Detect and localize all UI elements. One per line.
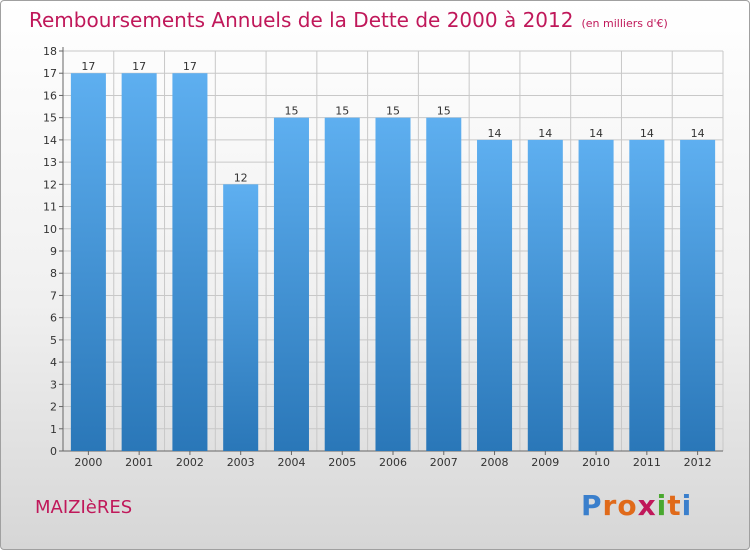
bar-2001 [121,73,157,451]
bar-2000 [70,73,106,451]
y-tick-label: 16 [43,89,57,102]
y-tick-label: 14 [43,134,57,147]
x-tick-label: 2005 [328,456,356,469]
x-tick-label: 2009 [531,456,559,469]
x-tick-label: 2011 [633,456,661,469]
logo-letter: i [681,489,693,522]
proxiti-logo[interactable]: Proxiti [581,489,692,522]
bar-2003 [223,184,259,452]
y-tick-label: 5 [50,334,57,347]
y-tick-label: 3 [50,378,57,391]
y-tick-label: 8 [50,267,57,280]
logo-letter: r [602,489,618,522]
x-tick-label: 2002 [176,456,204,469]
bar-2007 [426,117,462,452]
y-tick-label: 7 [50,289,57,302]
y-tick-label: 17 [43,67,57,80]
data-label: 14 [589,127,603,140]
y-tick-label: 13 [43,156,57,169]
y-tick-label: 12 [43,178,57,191]
y-tick-label: 6 [50,312,57,325]
data-label: 14 [488,127,502,140]
data-label: 12 [234,171,248,184]
x-tick-label: 2003 [227,456,255,469]
x-tick-label: 2000 [74,456,102,469]
y-tick-label: 10 [43,223,57,236]
labels: 17 2000 17 2001 17 2002 12 2003 15 2004 15 2005 15 20… [74,60,711,469]
bar-2008 [477,139,513,451]
x-tick-label: 2004 [277,456,305,469]
data-label: 14 [640,127,654,140]
data-label: 17 [81,60,95,73]
chart-subtitle: (en milliers d'€) [581,17,668,30]
x-tick-label: 2006 [379,456,407,469]
data-label: 15 [437,105,451,118]
commune-name: MAIZIèRES [35,497,133,518]
data-label: 17 [132,60,146,73]
y-tick-label: 15 [43,112,57,125]
logo-letter: t [667,489,682,522]
y-tick-label: 18 [43,45,57,58]
bar-2009 [527,139,563,451]
data-label: 14 [691,127,705,140]
x-tick-label: 2007 [430,456,458,469]
bar-2006 [375,117,411,452]
bar-2011 [629,139,665,451]
x-tick-label: 2010 [582,456,610,469]
y-tick-label: 4 [50,356,57,369]
chart-title: Remboursements Annuels de la Dette de 20… [29,8,668,32]
data-label: 15 [284,105,298,118]
y-tick-label: 9 [50,245,57,258]
bar-2002 [172,73,208,451]
y-tick-label: 1 [50,423,57,436]
bar-2010 [578,139,614,451]
logo-letter: P [581,489,603,522]
y-tick-label: 0 [50,445,57,458]
data-label: 15 [335,105,349,118]
bar-2004 [273,117,309,452]
data-label: 15 [386,105,400,118]
data-label: 17 [183,60,197,73]
y-tick-label: 2 [50,401,57,414]
logo-letter: i [656,489,668,522]
bar-2012 [680,139,716,451]
bar-2005 [324,117,360,452]
logo-letter: o [617,489,638,522]
data-label: 14 [538,127,552,140]
x-tick-label: 2008 [481,456,509,469]
bars [70,73,716,452]
chart-title-text: Remboursements Annuels de la Dette de 20… [29,8,574,32]
logo-letter: x [637,489,657,522]
x-tick-label: 2012 [684,456,712,469]
x-tick-label: 2001 [125,456,153,469]
y-tick-label: 11 [43,201,57,214]
